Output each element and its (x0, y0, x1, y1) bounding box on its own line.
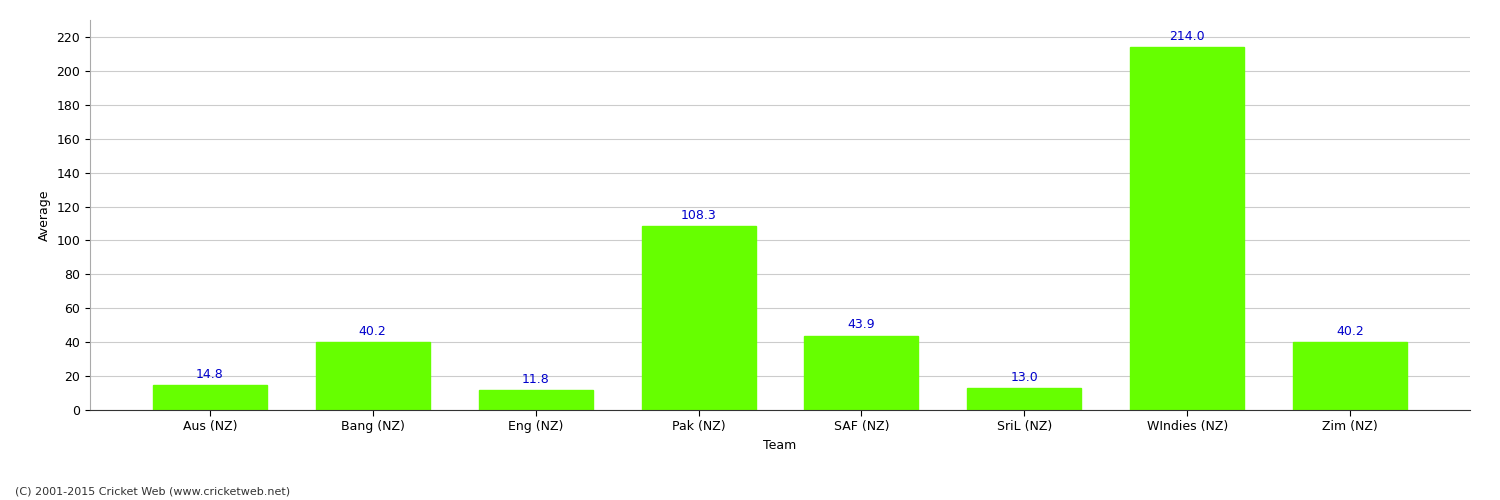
X-axis label: Team: Team (764, 439, 796, 452)
Text: 108.3: 108.3 (681, 209, 717, 222)
Y-axis label: Average: Average (38, 189, 51, 241)
Bar (153, 385, 267, 410)
Bar (1293, 342, 1407, 410)
Bar (478, 390, 592, 410)
Bar (968, 388, 1082, 410)
Bar (642, 226, 756, 410)
Bar (804, 336, 918, 410)
Text: 43.9: 43.9 (847, 318, 876, 332)
Text: 14.8: 14.8 (196, 368, 223, 380)
Text: 214.0: 214.0 (1170, 30, 1204, 43)
Text: 40.2: 40.2 (1336, 324, 1364, 338)
Bar (315, 342, 429, 410)
Text: 11.8: 11.8 (522, 373, 549, 386)
Text: 40.2: 40.2 (358, 324, 387, 338)
Bar (1131, 47, 1245, 410)
Text: (C) 2001-2015 Cricket Web (www.cricketweb.net): (C) 2001-2015 Cricket Web (www.cricketwe… (15, 487, 290, 497)
Text: 13.0: 13.0 (1011, 370, 1038, 384)
